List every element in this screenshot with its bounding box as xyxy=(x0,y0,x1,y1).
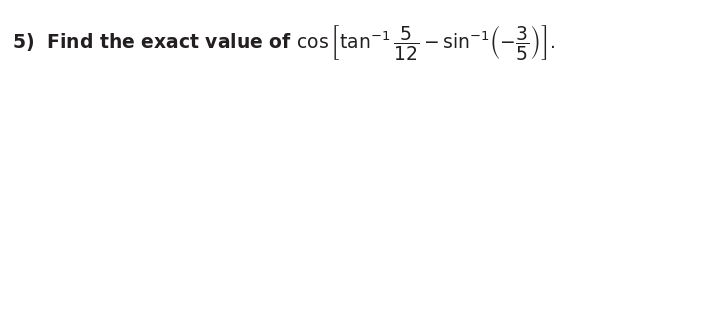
Text: 5)  Find the exact value of $\cos\left[\tan^{-1}\dfrac{5}{12} - \sin^{-1}\!\left: 5) Find the exact value of $\cos\left[\t… xyxy=(12,23,555,62)
